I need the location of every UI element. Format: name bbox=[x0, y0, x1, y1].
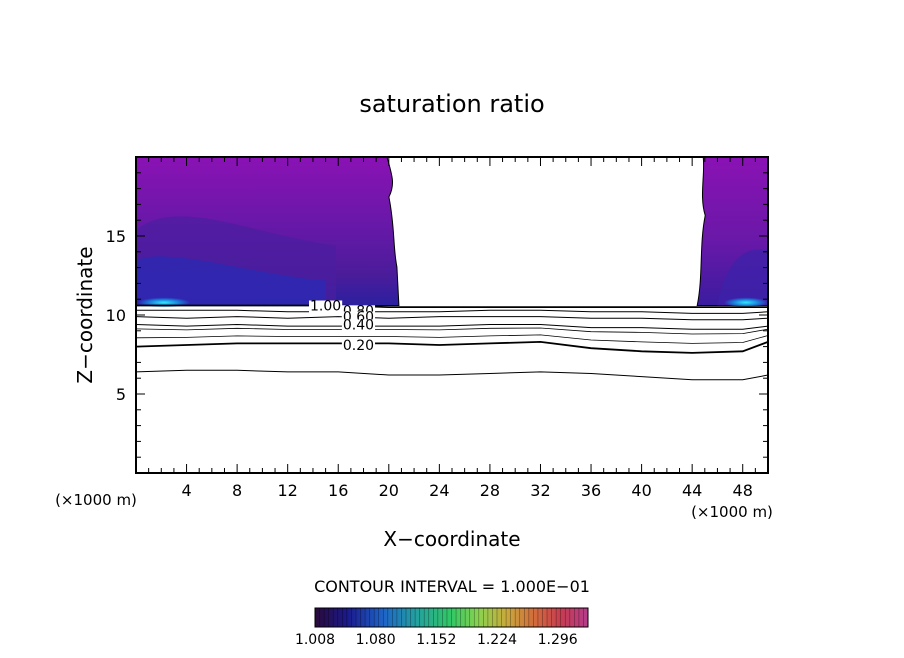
colorbar-tick-label: 1.296 bbox=[538, 632, 578, 648]
x-tick-label: 40 bbox=[631, 481, 651, 500]
x-axis-ticks: 4 8 12 16 20 24 28 32 36 40 44 48 bbox=[148, 157, 756, 500]
contour-line-0-40 bbox=[135, 323, 769, 330]
colorbar-tick-label: 1.224 bbox=[477, 632, 517, 648]
right-inner-band bbox=[717, 249, 768, 306]
colorbar-stripes bbox=[319, 608, 584, 627]
contour-line-0-00 bbox=[135, 369, 769, 381]
x-tick-label: 44 bbox=[682, 481, 702, 500]
contour-line-minor bbox=[135, 334, 769, 344]
plot-area: 1.00 0.800.600.400.20 4 8 12 16 20 24 28 32 36 40 4… bbox=[106, 156, 769, 500]
chart-title: saturation ratio bbox=[359, 90, 544, 118]
filled-contour-regions bbox=[135, 156, 769, 308]
x-tick-label: 24 bbox=[429, 481, 449, 500]
x-tick-label: 8 bbox=[232, 481, 242, 500]
y-tick-label: 15 bbox=[106, 227, 126, 246]
x-unit-left: (×1000 m) bbox=[55, 491, 137, 509]
contour-label: 0.40 bbox=[343, 317, 374, 333]
y-tick-label: 5 bbox=[116, 385, 126, 404]
contour-interval-text: CONTOUR INTERVAL = 1.000E−01 bbox=[314, 577, 590, 596]
colorbar-tick-label: 1.152 bbox=[416, 632, 456, 648]
contour-label: 1.00 bbox=[310, 299, 341, 315]
colorbar-gradient bbox=[314, 607, 589, 628]
colorbar: 1.008 1.080 1.152 1.224 1.296 bbox=[295, 607, 589, 648]
contour-lines bbox=[135, 304, 769, 381]
contour-labels: 1.00 0.800.600.400.20 bbox=[309, 299, 376, 354]
x-tick-label: 48 bbox=[733, 481, 753, 500]
x-axis-label: X−coordinate bbox=[383, 527, 520, 551]
x-tick-label: 12 bbox=[278, 481, 298, 500]
left-core-band bbox=[136, 256, 326, 306]
y-axis-label: Z−coordinate bbox=[73, 246, 97, 383]
contour-line-0-60 bbox=[135, 316, 769, 321]
colorbar-tick-labels: 1.008 1.080 1.152 1.224 1.296 bbox=[295, 632, 578, 648]
contour-label: 0.20 bbox=[343, 338, 374, 354]
colorbar-tick-label: 1.080 bbox=[356, 632, 396, 648]
x-tick-label: 36 bbox=[581, 481, 601, 500]
contour-line-0-80 bbox=[136, 309, 769, 314]
y-axis-ticks: 5 10 15 bbox=[106, 172, 768, 458]
y-tick-label: 10 bbox=[106, 306, 126, 325]
contour-line-0-20 bbox=[135, 340, 769, 354]
x-tick-label: 32 bbox=[530, 481, 550, 500]
right-max-spot bbox=[724, 297, 768, 308]
x-tick-label: 28 bbox=[480, 481, 500, 500]
x-unit-right: (×1000 m) bbox=[691, 503, 773, 521]
x-tick-label: 20 bbox=[379, 481, 399, 500]
contour-line-minor bbox=[135, 327, 769, 335]
x-tick-label: 4 bbox=[181, 481, 191, 500]
x-tick-label: 16 bbox=[328, 481, 348, 500]
colorbar-tick-label: 1.008 bbox=[295, 632, 335, 648]
contour-line-1-00 bbox=[136, 304, 768, 308]
